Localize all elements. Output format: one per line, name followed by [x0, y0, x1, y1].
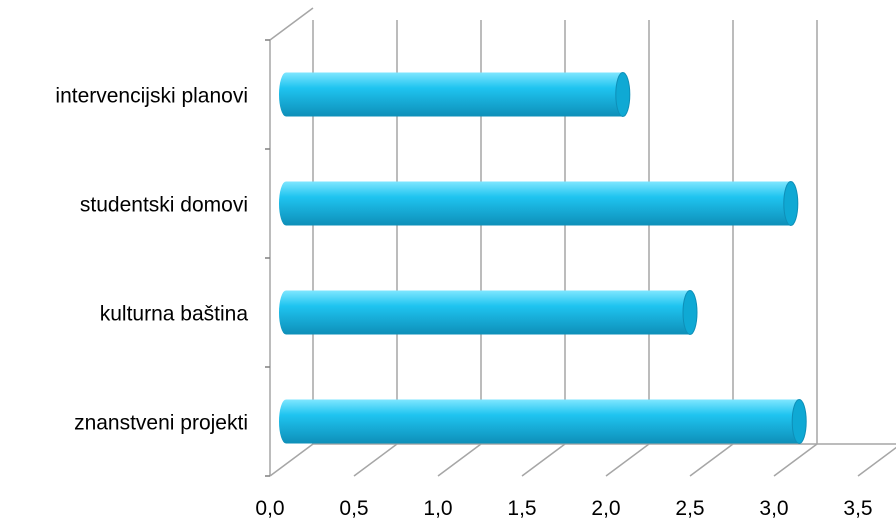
floor-gridline	[521, 443, 566, 477]
floor-gridline	[269, 443, 314, 477]
category-label: kulturna baština	[100, 303, 249, 326]
floor-gridline	[437, 443, 482, 477]
x-tick-label: 2,5	[675, 497, 704, 520]
x-tick-label: 3,5	[843, 497, 872, 520]
floor-gridline	[773, 443, 818, 477]
x-tick-label: 1,5	[507, 497, 536, 520]
label-layer: znanstveni projekti kulturna baština stude…	[55, 85, 872, 521]
x-tick-label: 2,0	[591, 497, 620, 520]
bar	[279, 290, 698, 335]
x-tick-label: 0,5	[339, 497, 368, 520]
category-label: studentski domovi	[80, 194, 248, 217]
bar-end-cap	[615, 72, 631, 117]
side-wall-top-edge	[269, 7, 314, 41]
bar-end-cap	[682, 290, 698, 335]
grid-layer	[265, 7, 896, 477]
floor-gridline	[857, 446, 896, 477]
bar	[279, 399, 807, 444]
bar-layer	[279, 72, 807, 444]
bar-body	[279, 399, 807, 444]
bar-end-cap	[791, 399, 807, 444]
x-tick-label: 3,0	[759, 497, 788, 520]
category-label: znanstveni projekti	[74, 412, 248, 435]
bar	[279, 72, 631, 117]
x-tick-label: 0,0	[255, 497, 284, 520]
bar-body	[279, 72, 630, 117]
bar-end-cap	[783, 181, 799, 226]
floor-gridline	[353, 443, 398, 477]
floor-gridline	[689, 443, 734, 477]
bar-body	[279, 181, 798, 226]
floor-gridline	[605, 443, 650, 477]
category-label: intervencijski planovi	[55, 85, 248, 108]
bar-body	[279, 290, 698, 335]
x-tick-label: 1,0	[423, 497, 452, 520]
bar	[279, 181, 799, 226]
